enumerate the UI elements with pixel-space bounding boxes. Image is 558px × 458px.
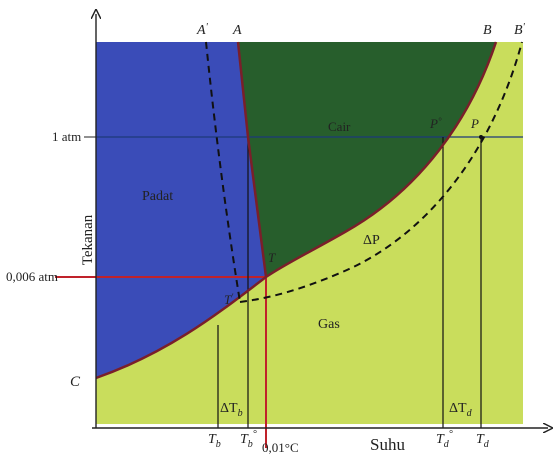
solid-region — [96, 42, 266, 378]
label-a-prime: A' — [196, 22, 209, 38]
label-t: T — [268, 250, 276, 265]
liquid-region — [238, 42, 496, 277]
label-a: A — [232, 23, 242, 38]
sublimation-curve — [95, 276, 267, 380]
melting-curve — [236, 41, 268, 278]
y-axis-label: Tekanan — [80, 214, 96, 265]
label-b: B — [483, 23, 492, 38]
point-p-marker — [479, 135, 483, 139]
label-delta-tb: ΔTb — [220, 401, 243, 419]
one-atm-label: 1 atm — [52, 129, 81, 144]
tick-td-prime: Td° — [436, 429, 453, 450]
tick-triple-temp: 0,01°C — [262, 440, 299, 455]
tick-td: Td — [476, 432, 490, 450]
label-t-prime: T' — [224, 292, 234, 307]
liquid-label: Cair — [328, 119, 351, 134]
label-delta-td: ΔTd — [449, 401, 473, 419]
tick-tb-prime: Tb° — [240, 429, 257, 450]
shifted-melting-curve — [205, 41, 241, 303]
shifted-vaporization-curve — [239, 41, 523, 303]
gas-label: Gas — [318, 317, 340, 332]
label-p-prime: P° — [429, 116, 442, 131]
label-delta-p: ΔP — [363, 233, 380, 248]
label-b-prime: B' — [514, 22, 526, 38]
vaporization-curve — [265, 41, 498, 279]
tick-tb: Tb — [208, 432, 221, 450]
x-axis-label: Suhu — [370, 435, 405, 454]
solid-label: Padat — [142, 189, 173, 204]
label-p: P — [470, 116, 479, 131]
triple-pressure-label: 0,006 atm — [6, 269, 58, 284]
label-c: C — [70, 374, 81, 390]
